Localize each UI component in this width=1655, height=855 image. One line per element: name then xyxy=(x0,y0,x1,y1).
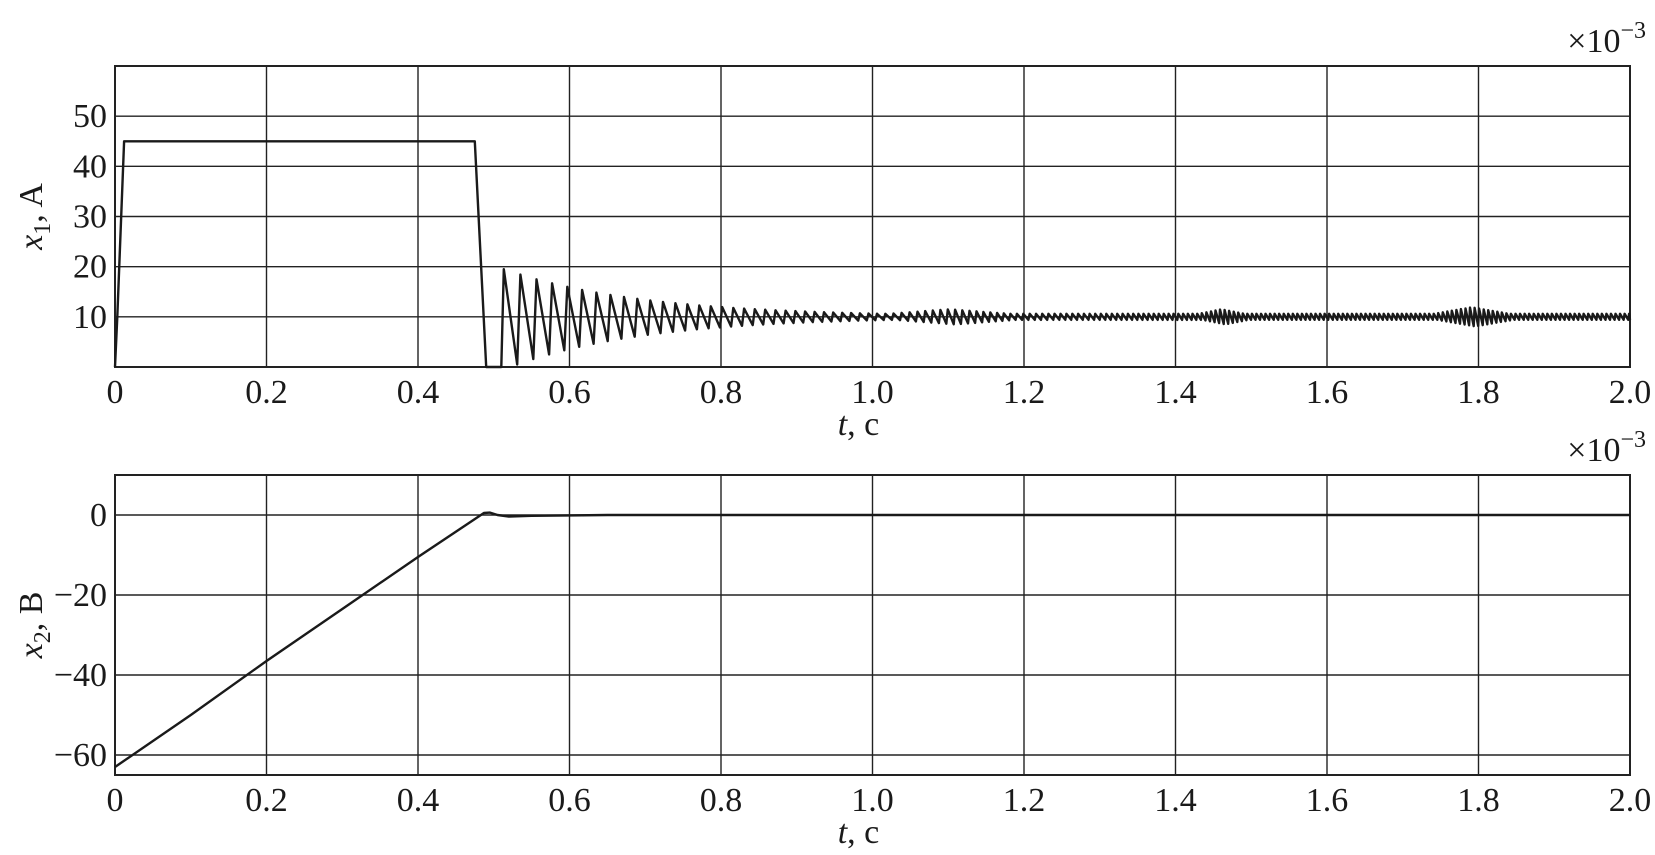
x-axis-label: t, c xyxy=(838,406,880,443)
y-tick-label: 20 xyxy=(73,249,107,286)
x-multiplier-label: ×10−3 xyxy=(1567,18,1646,60)
x-tick-label: 0.6 xyxy=(548,782,591,819)
plot-frame xyxy=(114,65,1631,368)
x-tick-label: 1.2 xyxy=(1003,374,1046,411)
y-tick-label: −60 xyxy=(54,737,107,774)
series-line-1 xyxy=(113,140,1632,369)
x-tick-label: 1.4 xyxy=(1154,782,1197,819)
x-tick-label: 1.6 xyxy=(1306,782,1349,819)
x-tick-label: 0.8 xyxy=(700,782,743,819)
chart-panel-1: 0 0.2 0.4 0.6 0.8 1.0 1.2 1.4 1.6 1.8 2.0 10 20 30 40 5… xyxy=(13,18,1651,443)
y-axis-label: x1, A xyxy=(13,183,56,251)
x-tick-label: 1.8 xyxy=(1457,782,1500,819)
x-tick-label: 1.2 xyxy=(1003,782,1046,819)
y-tick-label: 50 xyxy=(73,98,107,135)
x-tick-label: 0 xyxy=(107,782,124,819)
x-tick-label: 0.4 xyxy=(397,374,440,411)
x-tick-label: 0.2 xyxy=(245,374,288,411)
chart-panel-2: 0 0.2 0.4 0.6 0.8 1.0 1.2 1.4 1.6 1.8 2.0 0 −20 −40 −6… xyxy=(13,427,1651,851)
x-tick-label: 0.8 xyxy=(700,374,743,411)
x-tick-label: 0.2 xyxy=(245,782,288,819)
y-tick-label: 40 xyxy=(73,148,107,185)
x-tick-label: 1.4 xyxy=(1154,374,1197,411)
x-axis-label: t, c xyxy=(838,814,880,851)
y-tick-label: 10 xyxy=(73,299,107,336)
x-tick-label: 1.8 xyxy=(1457,374,1500,411)
x-tick-label: 0.6 xyxy=(548,374,591,411)
x-tick-label: 1.0 xyxy=(851,374,894,411)
y-tick-label: 0 xyxy=(90,497,107,534)
x-tick-label: 0 xyxy=(107,374,124,411)
x-tick-label: 2.0 xyxy=(1609,374,1652,411)
x-tick-label: 1.0 xyxy=(851,782,894,819)
y-axis-label: x2, B xyxy=(13,592,56,660)
x-tick-label: 1.6 xyxy=(1306,374,1349,411)
series-line-1 xyxy=(114,511,1630,768)
y-tick-label: −20 xyxy=(54,577,107,614)
x-tick-label: 2.0 xyxy=(1609,782,1652,819)
y-tick-label: 30 xyxy=(73,199,107,236)
plot-frame xyxy=(114,474,1631,776)
y-tick-label: −40 xyxy=(54,657,107,694)
x-multiplier-label: ×10−3 xyxy=(1567,427,1646,469)
x-tick-label: 0.4 xyxy=(397,782,440,819)
